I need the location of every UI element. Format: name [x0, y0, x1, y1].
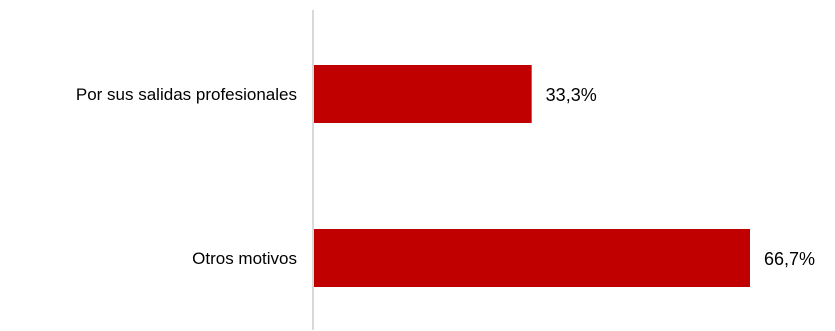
data-label-0: 33,3% — [546, 85, 597, 105]
bar-0 — [314, 65, 532, 123]
data-label-1: 66,7% — [764, 249, 815, 269]
category-label-1: Otros motivos — [192, 249, 297, 268]
bar-1 — [314, 229, 750, 287]
category-label-0: Por sus salidas profesionales — [76, 85, 297, 104]
